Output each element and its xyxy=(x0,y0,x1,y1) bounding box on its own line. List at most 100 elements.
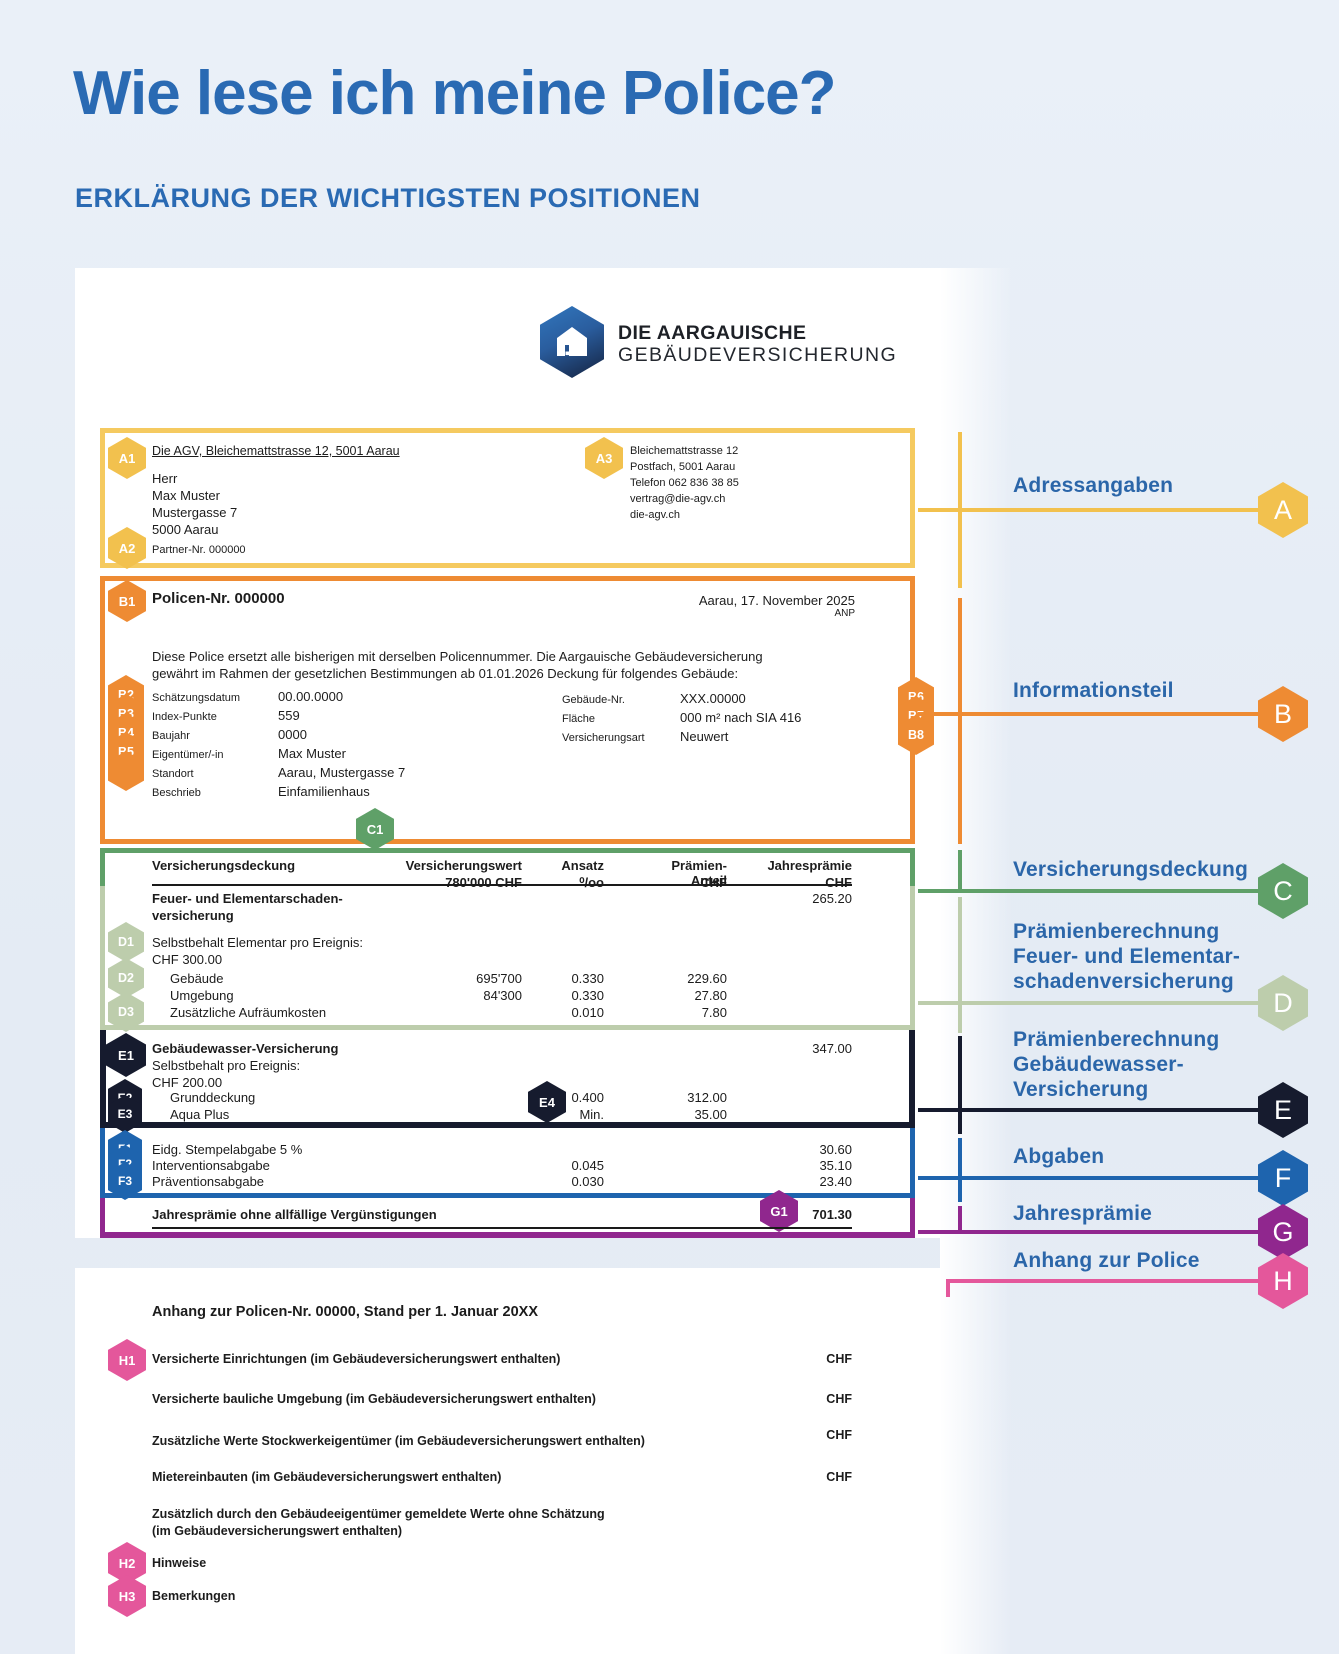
field-value: XXX.00000 xyxy=(680,691,746,706)
annex-extra-line1: Zusätzlich durch den Gebäudeeigentümer g… xyxy=(152,1507,605,1521)
annex-row-label: Versicherte bauliche Umgebung (im Gebäud… xyxy=(152,1392,596,1406)
page-title: Wie lese ich meine Police? xyxy=(73,59,837,128)
legend-hex-d: D xyxy=(1258,975,1308,1031)
section-a-box xyxy=(100,428,915,568)
field-label: Standort xyxy=(152,768,194,780)
charge-rate: 0.045 xyxy=(571,1158,604,1173)
charge-label: Präventionsabgabe xyxy=(152,1174,265,1189)
field-label: Gebäude-Nr. xyxy=(562,694,625,706)
legend-label-adressangaben: Adressangaben xyxy=(1013,474,1174,497)
charge-rate: 0.030 xyxy=(571,1174,604,1189)
fire-row-rate: 0.010 xyxy=(571,1005,604,1020)
field-label: Eigentümer/-in xyxy=(152,749,224,761)
fire-row-label: Gebäude xyxy=(170,971,224,986)
total-value: 701.30 xyxy=(812,1207,852,1222)
legend-elbow-h xyxy=(946,1281,950,1297)
sender-line: Die AGV, Bleichemattstrasse 12, 5001 Aar… xyxy=(152,444,400,458)
section-e-box xyxy=(100,1030,915,1128)
section-f-box xyxy=(100,1128,915,1198)
page-edge-gradient xyxy=(940,268,1012,1654)
legend-hex-a: A xyxy=(1258,482,1308,538)
table-header-permille: ⁰/oo xyxy=(579,875,604,890)
legend-label-praemien-wasser-line3: Versicherung xyxy=(1013,1078,1149,1101)
legend-line-a xyxy=(918,508,1268,512)
fire-title-line1: Feuer- und Elementarschaden- xyxy=(152,891,343,906)
legend-hex-f: F xyxy=(1258,1150,1308,1206)
recipient-city: 5000 Aarau xyxy=(152,522,219,537)
recipient-salutation: Herr xyxy=(152,471,178,486)
table-header-annual: Jahresprämie xyxy=(767,858,852,873)
fire-row-value: 84'300 xyxy=(483,988,522,1003)
total-label: Jahresprämie ohne allfällige Vergünstigu… xyxy=(152,1207,437,1222)
field-label: Index-Punkte xyxy=(152,711,217,723)
intro-line2: gewährt im Rahmen der gesetzlichen Besti… xyxy=(152,666,739,681)
fire-row-rate: 0.330 xyxy=(571,971,604,986)
field-value: Neuwert xyxy=(680,729,729,744)
field-value: 000 m² nach SIA 416 xyxy=(680,710,802,725)
water-row-share: 312.00 xyxy=(687,1090,727,1105)
recipient-name: Max Muster xyxy=(152,488,220,503)
field-label: Schätzungsdatum xyxy=(152,692,241,704)
fire-row-label: Zusätzliche Aufräumkosten xyxy=(170,1005,327,1020)
house-icon xyxy=(557,327,587,356)
legend-elbow-f xyxy=(958,1138,962,1202)
legend-elbow-e xyxy=(958,1036,962,1134)
logo-text-line2: GEBÄUDEVERSICHERUNG xyxy=(618,344,898,366)
field-value: 559 xyxy=(278,708,300,723)
fire-deductible-line2: CHF 300.00 xyxy=(152,952,223,967)
annex-row-label: Versicherte Einrichtungen (im Gebäudever… xyxy=(152,1352,561,1366)
water-row-label: Grunddeckung xyxy=(170,1090,256,1105)
annex-row-label: Zusätzliche Werte Stockwerkeigentümer (i… xyxy=(152,1434,645,1448)
field-value: 0000 xyxy=(278,727,307,742)
legend-label-jahrespraemie: Jahresprämie xyxy=(1013,1202,1152,1225)
annex-row-unit: CHF xyxy=(826,1470,852,1484)
water-title: Gebäudewasser-Versicherung xyxy=(152,1041,339,1056)
legend-label-praemien-wasser-line2: Gebäudewasser- xyxy=(1013,1053,1184,1076)
table-header-value: Versicherungswert xyxy=(405,858,522,873)
charge-label: Interventionsabgabe xyxy=(152,1158,270,1173)
policy-number-title: Policen-Nr. 000000 xyxy=(152,590,285,607)
annex-row-label: Mietereinbauten (im Gebäudeversicherungs… xyxy=(152,1470,502,1484)
charge-premium: 30.60 xyxy=(819,1142,852,1157)
water-annual-premium: 347.00 xyxy=(812,1041,852,1056)
legend-line-h xyxy=(946,1279,1268,1283)
legend-hex-g: G xyxy=(1258,1204,1308,1260)
legend-label-praemien-feuer-line2: Feuer- und Elementar- xyxy=(1013,945,1241,968)
legend-line-c xyxy=(918,889,1268,893)
water-deductible-line1: Selbstbehalt pro Ereignis: xyxy=(152,1058,301,1073)
field-label: Beschrieb xyxy=(152,787,201,799)
page-subtitle: ERKLÄRUNG DER WICHTIGSTEN POSITIONEN xyxy=(75,183,701,213)
fire-title-line2: versicherung xyxy=(152,908,234,923)
logo-text-line1: DIE AARGAUISCHE xyxy=(618,322,807,344)
legend-label-informationsteil: Informationsteil xyxy=(1013,679,1174,702)
table-header-share-chf: CHF xyxy=(700,875,727,890)
fire-row-rate: 0.330 xyxy=(571,988,604,1003)
agv-contact-email: vertrag@die-agv.ch xyxy=(630,493,726,505)
annex-extra-line2: (im Gebäudeversicherungswert enthalten) xyxy=(152,1524,403,1538)
total-underline xyxy=(152,1227,852,1229)
charge-premium: 35.10 xyxy=(819,1158,852,1173)
legend-line-d xyxy=(918,1001,1268,1005)
legend-hex-c: C xyxy=(1258,863,1308,919)
annex-row-unit: CHF xyxy=(826,1428,852,1442)
legend-elbow-g xyxy=(958,1206,962,1234)
recipient-street: Mustergasse 7 xyxy=(152,505,238,520)
legend-hex-h: H xyxy=(1258,1253,1308,1309)
field-label: Baujahr xyxy=(152,730,190,742)
legend-label-praemien-feuer-line1: Prämienberechnung xyxy=(1013,920,1220,943)
legend-elbow-b xyxy=(958,598,962,844)
water-row-rate: Min. xyxy=(579,1107,604,1122)
legend-elbow-d xyxy=(958,897,962,1033)
fire-row-value: 695'700 xyxy=(476,971,522,986)
table-header-annual-chf: CHF xyxy=(825,875,852,890)
water-row-share: 35.00 xyxy=(694,1107,727,1122)
table-header-rule xyxy=(152,884,852,886)
section-d-box xyxy=(100,886,915,1030)
fire-row-share: 27.80 xyxy=(694,988,727,1003)
charge-label: Eidg. Stempelabgabe 5 % xyxy=(152,1142,303,1157)
document-page-2 xyxy=(75,1268,940,1654)
fire-row-share: 7.80 xyxy=(701,1005,727,1020)
water-row-rate: 0.400 xyxy=(571,1090,604,1105)
annex-row-unit: CHF xyxy=(826,1392,852,1406)
